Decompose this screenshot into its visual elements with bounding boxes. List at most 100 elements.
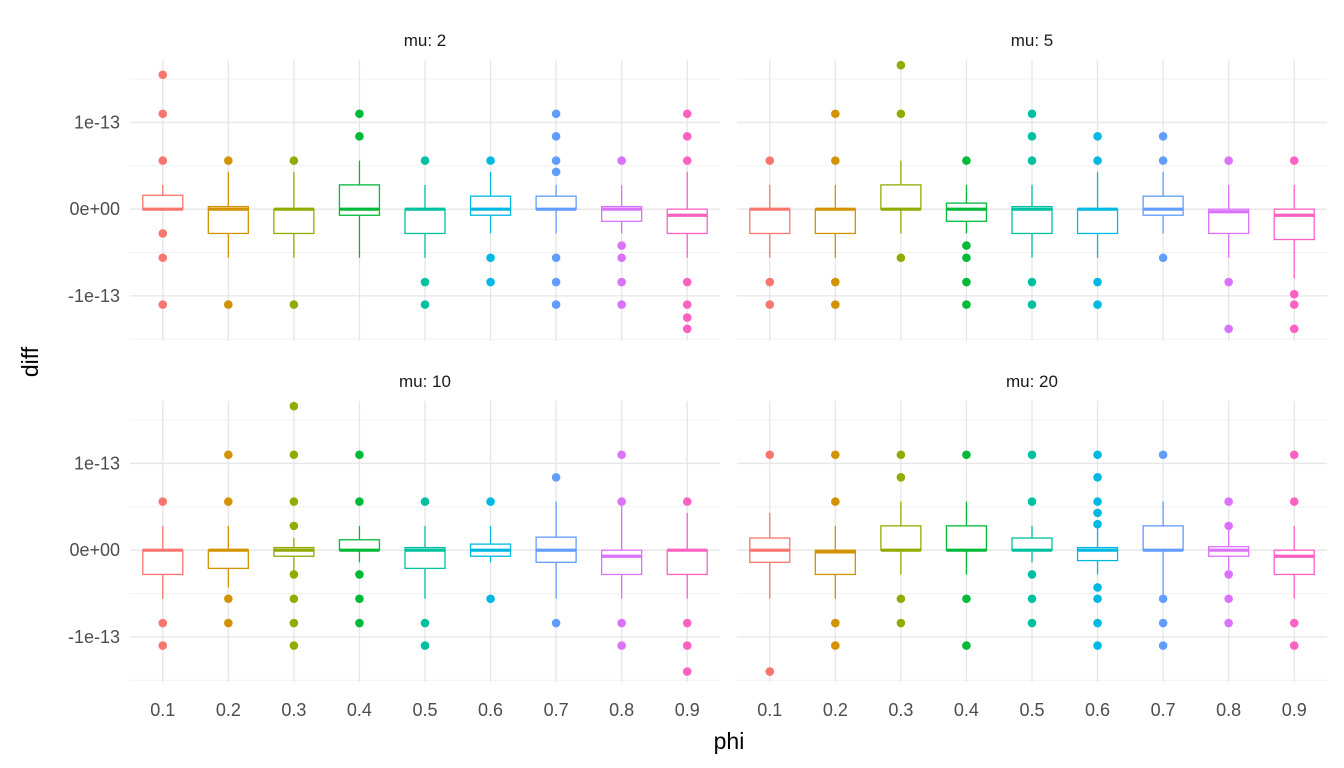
outlier-point bbox=[355, 132, 364, 141]
box-0.5 bbox=[404, 497, 446, 650]
outlier-point bbox=[289, 156, 299, 165]
outlier-point bbox=[962, 277, 971, 287]
facet-strip-label: mu: 10 bbox=[399, 372, 451, 391]
outlier-point bbox=[617, 641, 626, 650]
x-tick-label: 0.4 bbox=[954, 700, 979, 720]
outlier-point bbox=[617, 618, 626, 628]
outlier-point bbox=[551, 253, 561, 263]
outlier-point bbox=[765, 300, 775, 309]
box-0.7 bbox=[535, 109, 577, 309]
outlier-point bbox=[224, 156, 233, 165]
outlier-point bbox=[1289, 618, 1299, 628]
outlier-point bbox=[1027, 570, 1037, 579]
outlier-point bbox=[158, 229, 168, 238]
box-iqr bbox=[814, 208, 856, 235]
outlier-point bbox=[1289, 497, 1299, 506]
outlier-point bbox=[1289, 300, 1299, 309]
box-0.1 bbox=[142, 70, 184, 309]
outlier-point bbox=[224, 300, 233, 309]
box-iqr bbox=[142, 194, 184, 210]
box-0.8 bbox=[601, 156, 643, 309]
box-0.3 bbox=[273, 401, 315, 650]
x-tick-label: 0.5 bbox=[412, 700, 437, 720]
box-0.5 bbox=[404, 156, 446, 309]
x-tick-label: 0.2 bbox=[216, 700, 241, 720]
box-iqr bbox=[814, 549, 856, 576]
outlier-point bbox=[962, 450, 971, 460]
outlier-point bbox=[1027, 109, 1037, 119]
x-tick-label: 0.1 bbox=[150, 700, 175, 720]
outlier-point bbox=[486, 156, 495, 165]
outlier-point bbox=[896, 253, 906, 263]
x-tick-label: 0.5 bbox=[1019, 700, 1044, 720]
box-iqr bbox=[666, 208, 708, 235]
outlier-point bbox=[831, 618, 840, 628]
y-tick-label: 0e+00 bbox=[69, 199, 120, 219]
box-iqr bbox=[535, 195, 577, 210]
outlier-point bbox=[617, 241, 626, 250]
outlier-point bbox=[1224, 618, 1233, 628]
box-0.1 bbox=[749, 450, 791, 676]
facet-panel: mu: 5 bbox=[737, 31, 1327, 341]
outlier-point bbox=[1027, 497, 1037, 506]
outlier-point bbox=[551, 618, 561, 628]
box-0.9 bbox=[1273, 450, 1315, 650]
outlier-point bbox=[682, 324, 692, 334]
y-tick-label: -1e-13 bbox=[68, 627, 120, 647]
outlier-point bbox=[1224, 594, 1233, 604]
outlier-point bbox=[420, 300, 430, 309]
box-0.2 bbox=[814, 109, 856, 309]
facet-panel: mu: 2 -1e-13 0e+00 1e-13 bbox=[68, 31, 720, 341]
outlier-point bbox=[1093, 300, 1102, 309]
outlier-point bbox=[486, 497, 495, 506]
box-0.6 bbox=[469, 156, 512, 287]
box-iqr bbox=[1076, 208, 1119, 235]
outlier-point bbox=[682, 156, 692, 165]
box-iqr bbox=[404, 546, 446, 570]
outlier-point bbox=[551, 132, 561, 141]
box-0.9 bbox=[666, 109, 708, 334]
outlier-point bbox=[1093, 497, 1102, 506]
outlier-point bbox=[1093, 277, 1102, 287]
box-0.3 bbox=[880, 450, 922, 628]
y-axis-title: diff bbox=[17, 346, 43, 377]
outlier-point bbox=[224, 618, 233, 628]
x-tick-label: 0.9 bbox=[675, 700, 700, 720]
outlier-point bbox=[1093, 450, 1102, 460]
outlier-point bbox=[289, 618, 299, 628]
x-tick-label: 0.7 bbox=[1151, 700, 1176, 720]
outlier-point bbox=[551, 473, 561, 482]
outlier-point bbox=[1158, 156, 1168, 165]
outlier-point bbox=[1289, 156, 1299, 165]
box-iqr bbox=[273, 546, 315, 557]
outlier-point bbox=[289, 300, 299, 309]
outlier-point bbox=[962, 156, 971, 165]
x-tick-label: 0.4 bbox=[347, 700, 372, 720]
outlier-point bbox=[831, 497, 840, 506]
outlier-point bbox=[355, 594, 364, 604]
outlier-point bbox=[1158, 132, 1168, 141]
box-0.1 bbox=[142, 497, 184, 650]
outlier-point bbox=[289, 641, 299, 650]
facet-panels: mu: 2 -1e-13 0e+00 1e-13 mu: 5 mu: 10 -1e-13 0e… bbox=[68, 31, 1327, 720]
box-iqr bbox=[945, 525, 988, 551]
outlier-point bbox=[1027, 594, 1037, 604]
outlier-point bbox=[682, 300, 692, 309]
outlier-point bbox=[1224, 570, 1233, 579]
outlier-point bbox=[896, 618, 906, 628]
outlier-point bbox=[420, 641, 430, 650]
box-0.4 bbox=[338, 450, 381, 628]
outlier-point bbox=[289, 401, 299, 411]
facet-panel: mu: 20 0.1 0.2 0.3 0.4 0.5 0.6 0.7 0.8 0.9 bbox=[737, 372, 1327, 720]
x-tick-label: 0.6 bbox=[478, 700, 503, 720]
facet-panel: mu: 10 -1e-13 0e+00 1e-13 0.1 0.2 0.3 0.4 0.5 0.6… bbox=[68, 372, 720, 720]
outlier-point bbox=[962, 641, 971, 650]
box-0.3 bbox=[273, 156, 315, 309]
outlier-point bbox=[289, 570, 299, 579]
outlier-point bbox=[420, 277, 430, 287]
outlier-point bbox=[158, 70, 168, 80]
y-tick-label: 1e-13 bbox=[74, 112, 120, 132]
x-tick-label: 0.8 bbox=[609, 700, 634, 720]
outlier-point bbox=[1093, 473, 1102, 482]
